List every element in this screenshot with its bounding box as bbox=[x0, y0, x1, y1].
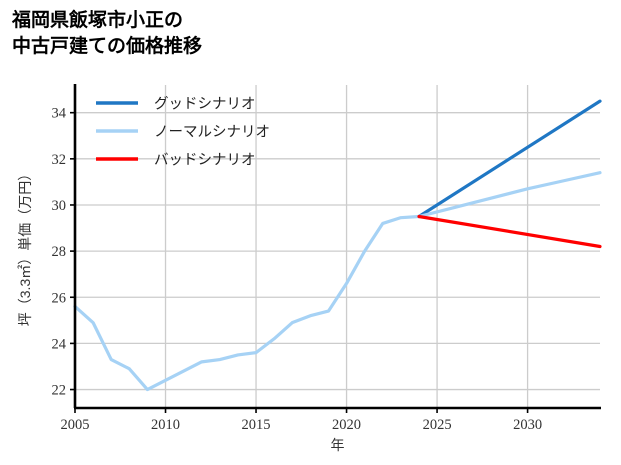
legend-label-normal: ノーマルシナリオ bbox=[154, 125, 270, 141]
x-tick-label: 2015 bbox=[242, 417, 271, 433]
x-tick-label: 2030 bbox=[513, 417, 542, 433]
x-tick-label: 2020 bbox=[332, 417, 361, 433]
x-axis-title: 年 bbox=[331, 437, 345, 453]
series-line-good bbox=[417, 99, 602, 219]
y-tick-label: 32 bbox=[52, 152, 67, 168]
x-tick-label: 2010 bbox=[151, 417, 180, 433]
y-tick-label: 28 bbox=[52, 244, 67, 260]
y-tick-label: 22 bbox=[52, 383, 67, 399]
axes: 22 24 26 28 30 32 34 2005 2010 2015 2020 2025 2030 年 坪… bbox=[17, 84, 601, 453]
x-tick-label: 2025 bbox=[423, 417, 452, 433]
series-line-normal bbox=[73, 171, 602, 392]
legend-label-good: グッドシナリオ bbox=[154, 96, 256, 113]
series-line-bad bbox=[417, 214, 602, 249]
data-lines bbox=[73, 99, 602, 392]
y-tick-label: 24 bbox=[52, 336, 67, 352]
legend-label-bad: バッドシナリオ bbox=[154, 153, 256, 169]
x-tick-label: 2005 bbox=[61, 417, 90, 433]
page-title: 福岡県飯塚市小正の 中古戸建ての価格推移 bbox=[12, 10, 203, 58]
y-tick-label: 34 bbox=[52, 106, 67, 122]
y-axis-title: 坪（3.3㎡）単価（万円） bbox=[17, 167, 33, 326]
y-tick-label: 30 bbox=[52, 198, 67, 214]
y-tick-label: 26 bbox=[52, 290, 67, 306]
